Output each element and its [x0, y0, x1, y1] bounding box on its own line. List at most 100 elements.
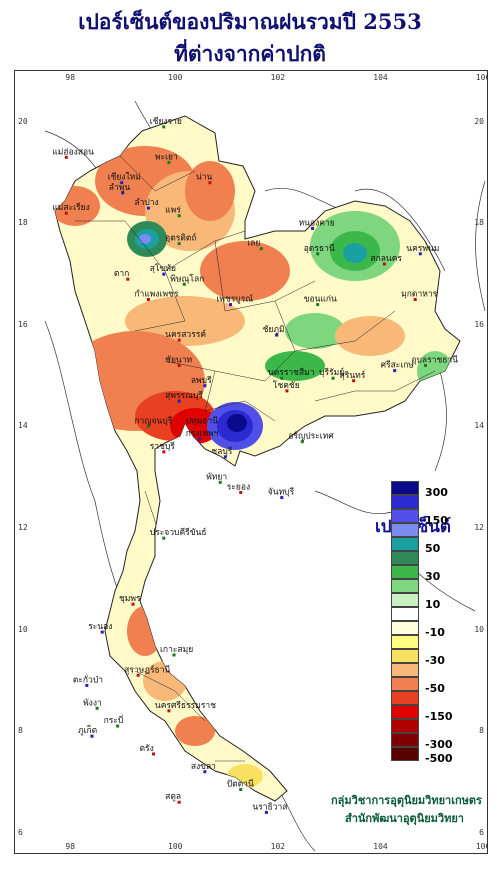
- credit-line1: กลุ่มวิชาการอุตุนิยมวิทยาเกษตร: [331, 794, 482, 807]
- legend-swatch: [391, 719, 419, 733]
- station-marker: [382, 262, 386, 266]
- legend-label: -30: [425, 654, 445, 667]
- place-label: จันทบุรี: [268, 487, 295, 498]
- station-marker: [95, 706, 99, 710]
- station-marker: [177, 214, 181, 218]
- place-label: สุพรรณบุรี: [165, 390, 203, 401]
- station-marker: [208, 181, 212, 185]
- place-label: ชลบุรี: [211, 446, 232, 457]
- place-label: แพร่: [165, 206, 181, 216]
- legend-label: 300: [425, 486, 448, 499]
- place-label: กระบี่: [104, 714, 124, 726]
- lat-tick-right: 6: [479, 827, 484, 837]
- lon-tick-top: 102: [270, 73, 286, 82]
- station-marker: [177, 800, 181, 804]
- place-label: เชียงใหม่: [108, 172, 141, 183]
- place-label: พังงา: [83, 698, 102, 708]
- lon-tick-bottom: 106: [475, 842, 487, 851]
- station-marker: [177, 399, 181, 403]
- lat-tick-left: 14: [18, 421, 28, 431]
- place-label: ตรัง: [140, 744, 154, 754]
- lon-tick-top: 98: [65, 73, 76, 82]
- station-marker: [275, 333, 279, 337]
- place-label: บุรีรัมย์: [319, 367, 344, 378]
- station-marker: [413, 298, 417, 302]
- station-marker: [146, 298, 150, 302]
- place-label: พิษณุโลก: [170, 273, 204, 284]
- thailand-rainfall-field: [54, 115, 461, 802]
- lat-tick-right: 16: [474, 319, 484, 329]
- map-title-line1: เปอร์เซ็นต์ของปริมาณฝนรวมปี 2553: [78, 9, 422, 34]
- place-label: เชียงราย: [150, 116, 182, 127]
- station-marker: [316, 252, 320, 256]
- place-label: แม่สะเรียง: [52, 202, 89, 213]
- legend-label: 150: [425, 514, 448, 527]
- place-label: ลพบุรี: [191, 375, 212, 386]
- station-marker: [146, 424, 150, 428]
- station-marker: [167, 709, 171, 713]
- legend-swatch: [391, 565, 419, 579]
- station-marker: [198, 424, 202, 428]
- lat-tick-left: 16: [18, 319, 28, 329]
- station-marker: [64, 211, 68, 215]
- legend-label: -10: [425, 626, 445, 639]
- place-label: อรัญประเทศ: [288, 432, 334, 442]
- place-label: พัทยา: [206, 472, 227, 482]
- place-label: ระยอง: [227, 482, 250, 492]
- neighbour-borders: [44, 100, 486, 852]
- place-label: เกาะสมุย: [160, 645, 193, 655]
- legend-swatch: [391, 607, 419, 621]
- station-marker: [198, 437, 202, 441]
- place-label: ขอนแก่น: [304, 295, 337, 305]
- station-marker: [162, 125, 166, 129]
- station-marker: [331, 376, 335, 380]
- lat-tick-right: 14: [474, 421, 484, 431]
- place-label: ระนอง: [88, 622, 112, 632]
- station-marker: [311, 226, 315, 230]
- station-marker: [182, 282, 186, 286]
- place-label: ชัยนาท: [165, 356, 192, 366]
- place-label: สุราษฎร์ธานี: [124, 664, 170, 675]
- station-marker: [172, 653, 176, 657]
- place-label: ชุมพร: [119, 594, 141, 604]
- legend-label: -300: [425, 738, 453, 751]
- lat-tick-left: 18: [18, 218, 28, 228]
- legend-swatch: [391, 509, 419, 523]
- legend-swatch: [391, 677, 419, 691]
- legend-swatch: [391, 621, 419, 635]
- station-marker: [203, 770, 207, 774]
- station-marker: [259, 247, 263, 251]
- lat-tick-left: 20: [18, 116, 28, 126]
- legend-swatch: [391, 733, 419, 747]
- station-marker: [162, 536, 166, 540]
- station-marker: [177, 364, 181, 368]
- station-marker: [300, 440, 304, 444]
- place-label: ภูเก็ต: [78, 724, 97, 736]
- place-label: ราชบุรี: [150, 441, 176, 452]
- place-label: สงขลา: [191, 762, 216, 772]
- lat-tick-left: 6: [18, 827, 23, 837]
- station-marker: [136, 673, 140, 677]
- station-marker: [64, 155, 68, 159]
- lon-tick-bottom: 102: [270, 842, 286, 851]
- place-label: นครสวรรค์: [165, 329, 206, 340]
- legend-swatch: [391, 635, 419, 649]
- station-marker: [239, 788, 243, 792]
- lat-tick-left: 10: [18, 624, 28, 634]
- place-label: อุดรธานี: [304, 243, 335, 254]
- place-label: ลำปาง: [134, 198, 158, 208]
- place-label: น่าน: [196, 173, 213, 183]
- map-frame: เชียงราย แม่ฮ่องสอน เชียงใหม่ พะเยา น่าน ลำปา…: [14, 70, 488, 854]
- station-marker: [316, 303, 320, 307]
- station-marker: [152, 752, 156, 756]
- lat-tick-right: 18: [474, 218, 484, 228]
- station-marker: [264, 810, 268, 814]
- station-marker: [285, 389, 289, 393]
- place-label: กาญจนบุรี: [134, 415, 172, 426]
- place-label: สกลนคร: [370, 254, 402, 264]
- station-marker: [218, 480, 222, 484]
- station-marker: [228, 303, 232, 307]
- station-marker: [352, 379, 356, 383]
